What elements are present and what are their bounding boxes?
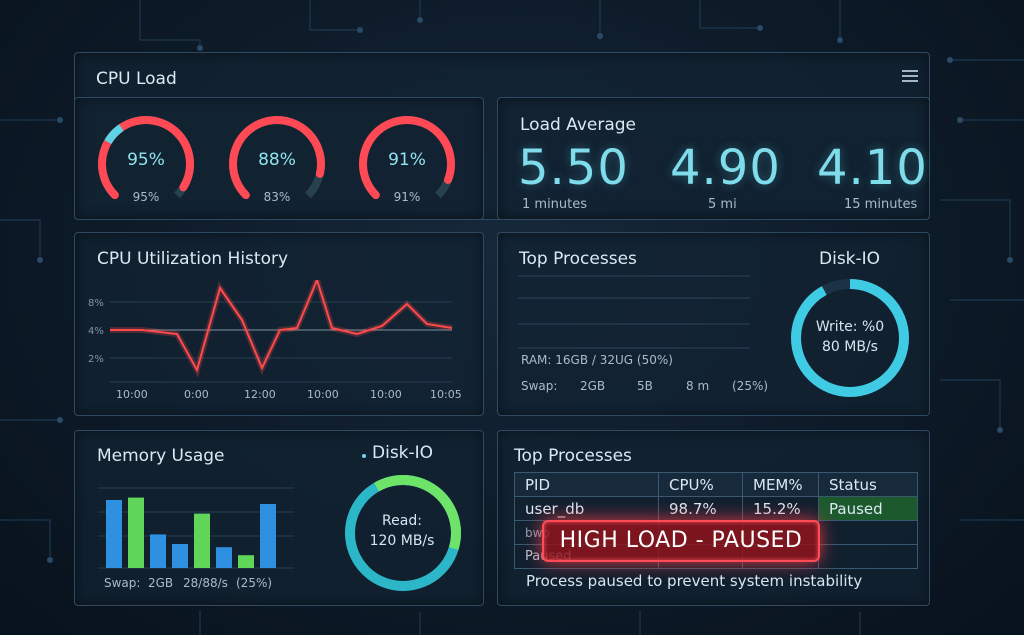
- col-pid[interactable]: PID: [514, 472, 659, 497]
- memory-bar-4: [172, 544, 188, 568]
- x-tick-1: 10:00: [116, 388, 148, 401]
- gauge-1-value: 95%: [127, 150, 165, 170]
- memory-bar-6: [216, 547, 232, 568]
- gauge-3-arc: [359, 116, 455, 212]
- load-15min-label: 15 minutes: [844, 197, 918, 212]
- x-tick-2: 0:00: [184, 388, 209, 401]
- row3-status: [818, 544, 918, 569]
- disk-io-title-1: Disk-IO: [819, 249, 881, 269]
- memory-bar-5: [194, 513, 210, 568]
- mem-swap-pct: (25%): [236, 576, 273, 590]
- gauge-1-ring: [98, 116, 194, 212]
- gauge-2-ring: [229, 116, 325, 212]
- table-header-row: PID CPU% MEM% Status: [514, 472, 918, 497]
- row1-mem: 15.2%: [742, 496, 819, 521]
- memory-bar-1: [106, 500, 122, 568]
- y-tick-2: 2%: [88, 354, 104, 365]
- x-tick-3: 12:00: [244, 388, 276, 401]
- disk-io-arc-1: [791, 279, 909, 397]
- disk-io-ring-2: [345, 475, 461, 591]
- x-tick-4: 10:00: [307, 388, 339, 401]
- top-processes-title-2: Top Processes: [514, 446, 632, 466]
- gauge-2-arc: [229, 116, 325, 212]
- gauge-2-value: 88%: [258, 150, 296, 170]
- gauge-3-sub: 91%: [393, 190, 421, 204]
- process-list-lines: [518, 275, 750, 349]
- mem-swap-size: 2GB: [148, 576, 174, 590]
- disk-io-ring-1: [791, 279, 909, 397]
- col-mem[interactable]: MEM%: [742, 472, 819, 497]
- cpu-history-title: CPU Utilization History: [97, 249, 289, 269]
- swap-pct-1: (25%): [732, 379, 769, 393]
- swap-time-1: 8 m: [686, 379, 710, 393]
- y-tick-4: 4%: [88, 326, 104, 337]
- swap-label-1: Swap:: [521, 379, 558, 393]
- disk-read-rate: 120 MB/s: [369, 533, 435, 549]
- y-tick-8: 8%: [88, 298, 104, 309]
- memory-bar-chart: [98, 487, 294, 569]
- high-load-alert: HIGH LOAD - PAUSED: [542, 520, 820, 562]
- load-5min-value: 4.90: [670, 140, 781, 196]
- row1-status-badge: Paused: [818, 496, 918, 521]
- disk-write-rate: 80 MB/s: [822, 339, 878, 355]
- menu-icon[interactable]: [902, 70, 918, 82]
- memory-bar-2: [128, 497, 144, 568]
- memory-bar-8: [260, 504, 276, 568]
- disk-read-label: Read:: [382, 513, 422, 529]
- cpu-load-title: CPU Load: [96, 69, 177, 89]
- col-status[interactable]: Status: [818, 472, 918, 497]
- load-average-panel: [497, 97, 930, 220]
- cpu-gauge-1: 95% 95%: [94, 112, 198, 216]
- cpu-gauge-3: 91% 91%: [355, 112, 459, 216]
- row2-status: [818, 520, 918, 545]
- row1-cpu: 98.7%: [658, 496, 743, 521]
- disk-write-label: Write: %0: [815, 319, 885, 335]
- memory-usage-title: Memory Usage: [97, 446, 225, 466]
- cpu-history-line: [110, 280, 453, 373]
- x-tick-5: 10:00: [370, 388, 402, 401]
- disk-io-title-2: Disk-IO: [372, 443, 434, 463]
- cpu-history-line-glow: [110, 280, 453, 378]
- cpu-history-chart: 8% 4% 2% 10:00 0:00 12:00 10:00 10:00 10…: [88, 280, 462, 401]
- memory-bar-3: [150, 534, 166, 568]
- disk-io-arc-2: [345, 475, 461, 591]
- swap-rate-1: 5B: [637, 379, 653, 393]
- memory-bar-7: [238, 555, 254, 568]
- top-processes-title-1: Top Processes: [519, 249, 637, 269]
- disk-io-dot-icon: [362, 454, 366, 458]
- x-tick-6: 10:05: [430, 388, 462, 401]
- cpu-gauge-2: 88% 83%: [225, 112, 329, 216]
- row1-pid: user_db: [514, 496, 659, 521]
- gauge-3-value: 91%: [388, 150, 426, 170]
- gauge-1-sub: 95%: [132, 190, 160, 204]
- table-row[interactable]: user_db 98.7% 15.2% Paused: [514, 496, 918, 521]
- mem-swap-rate: 28/88/s: [183, 576, 228, 590]
- load-15min-value: 4.10: [817, 140, 928, 196]
- load-average-title: Load Average: [520, 115, 636, 135]
- ram-usage-text: RAM: 16GB / 32UG (50%): [521, 353, 673, 367]
- col-cpu[interactable]: CPU%: [658, 472, 743, 497]
- load-5min-label: 5 mi: [708, 197, 737, 212]
- mem-swap-label: Swap:: [104, 576, 141, 590]
- gauge-2-sub: 83%: [263, 190, 291, 204]
- cpu-history-panel: [74, 232, 484, 416]
- gauge-3-ring: [359, 116, 455, 212]
- pause-message: Process paused to prevent system instabi…: [526, 572, 863, 590]
- swap-size-1: 2GB: [580, 379, 606, 393]
- load-1min-label: 1 minutes: [522, 197, 588, 212]
- load-1min-value: 5.50: [518, 140, 629, 196]
